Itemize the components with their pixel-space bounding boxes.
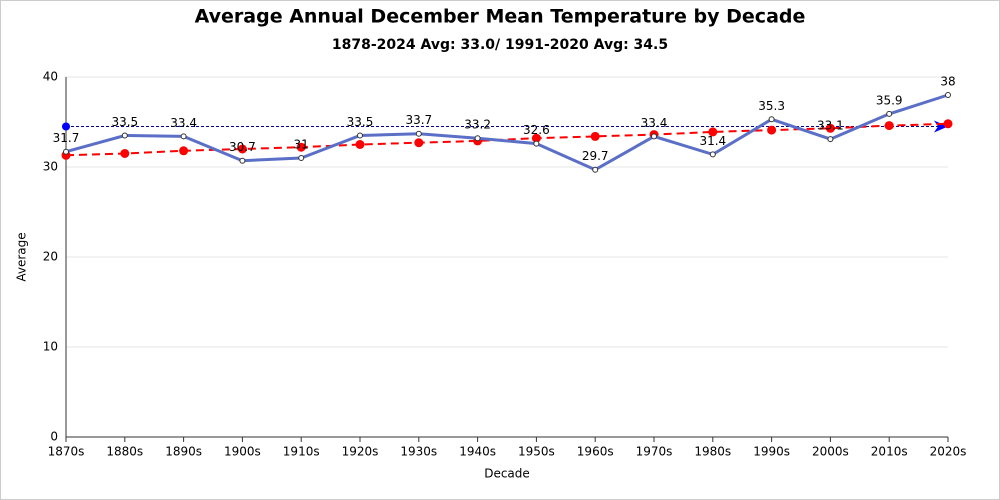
point xyxy=(884,121,894,131)
point xyxy=(651,133,657,140)
data-label: 33.4 xyxy=(641,116,668,130)
data-label: 33.4 xyxy=(170,116,197,130)
data-label: 33.5 xyxy=(347,115,374,129)
data-label: 33.5 xyxy=(111,115,138,129)
y-tick-label: 40 xyxy=(43,70,58,84)
point xyxy=(355,140,365,149)
point xyxy=(590,131,600,141)
x-tick-label: 1930s xyxy=(400,445,437,459)
data-label: 31.7 xyxy=(53,131,80,145)
point xyxy=(414,138,424,148)
reference-start xyxy=(62,122,70,131)
point xyxy=(768,116,775,123)
point xyxy=(120,149,130,158)
point xyxy=(298,155,305,161)
data-label: 32.6 xyxy=(523,123,550,137)
x-tick-label: 1960s xyxy=(577,445,614,459)
x-tick-label: 2020s xyxy=(930,445,967,459)
point xyxy=(121,132,128,139)
y-tick-label: 30 xyxy=(43,160,58,174)
x-tick-label: 2010s xyxy=(871,445,908,459)
point xyxy=(827,136,834,143)
data-label: 33.7 xyxy=(405,113,432,127)
x-tick-label: 1900s xyxy=(224,445,261,459)
point xyxy=(945,92,951,98)
point xyxy=(533,140,540,147)
point xyxy=(474,135,481,142)
data-label: 31.4 xyxy=(699,134,726,148)
x-axis-label: Decade xyxy=(484,467,530,481)
point xyxy=(296,142,306,152)
x-tick-label: 1950s xyxy=(518,445,555,459)
point xyxy=(63,148,69,155)
data-label: 33.1 xyxy=(817,119,844,133)
point xyxy=(531,133,541,143)
data-label: 29.7 xyxy=(582,149,609,163)
point xyxy=(357,132,363,139)
x-tick-label: 1870s xyxy=(48,445,85,459)
x-tick-label: 1940s xyxy=(459,445,496,459)
chart-title: Average Annual December Mean Temperature… xyxy=(195,6,806,28)
x-tick-label: 1890s xyxy=(165,445,202,459)
point xyxy=(708,127,718,137)
x-tick-label: 1970s xyxy=(636,445,673,459)
point xyxy=(592,166,599,173)
series-line xyxy=(65,93,949,172)
x-tick-label: 1910s xyxy=(283,445,320,459)
data-label: 35.3 xyxy=(758,99,785,113)
data-label: 31 xyxy=(294,138,309,152)
point xyxy=(767,125,777,135)
data-label: 33.2 xyxy=(464,118,491,132)
x-tick-label: 2000s xyxy=(812,445,849,459)
y-tick-label: 0 xyxy=(50,430,58,444)
y-tick-label: 10 xyxy=(43,340,58,354)
x-tick-label: 1880s xyxy=(106,445,143,459)
x-tick-label: 1920s xyxy=(342,445,379,459)
y-axis-label: Average xyxy=(15,232,29,281)
data-label: 30.7 xyxy=(229,140,256,154)
data-label: 35.9 xyxy=(876,93,903,107)
x-tick-label: 1980s xyxy=(694,445,731,459)
point xyxy=(886,110,893,117)
x-tick-label: 1990s xyxy=(753,445,790,459)
point xyxy=(237,144,247,154)
point xyxy=(415,130,422,137)
point xyxy=(180,133,187,140)
point xyxy=(179,146,189,156)
data-label: 38 xyxy=(940,75,955,89)
point xyxy=(943,119,953,129)
chart-subtitle: 1878-2024 Avg: 33.0/ 1991-2020 Avg: 34.5 xyxy=(332,37,668,53)
point xyxy=(825,123,835,133)
y-tick-label: 20 xyxy=(43,250,58,264)
point xyxy=(709,151,716,158)
point xyxy=(239,157,246,164)
